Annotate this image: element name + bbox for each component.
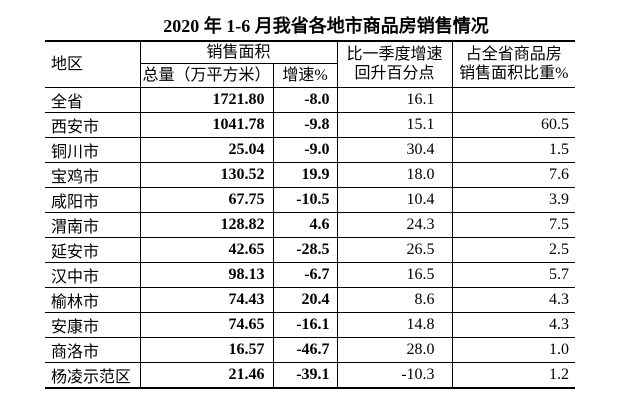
growth-rate-cell: -6.7: [272, 261, 338, 288]
vs-q1-cell: 16.1: [336, 86, 453, 113]
header-vs-q1: 比一季度增速 回升百分点: [336, 40, 453, 88]
table-row: 全省 1721.80 -8.0 16.1: [45, 86, 576, 113]
total-area-cell: 21.46: [139, 361, 274, 388]
province-share-cell: 1.2: [451, 361, 576, 388]
region-cell: 铜川市: [45, 136, 141, 163]
vs-q1-cell: 16.5: [336, 261, 453, 288]
vs-q1-cell: 8.6: [336, 286, 453, 313]
total-area-cell: 1041.78: [139, 111, 274, 138]
table-row: 榆林市 74.43 20.4 8.6 4.3: [45, 286, 576, 313]
table-row: 汉中市 98.13 -6.7 16.5 5.7: [45, 261, 576, 288]
total-area-cell: 98.13: [139, 261, 274, 288]
region-cell: 宝鸡市: [45, 161, 141, 188]
table-row: 西安市 1041.78 -9.8 15.1 60.5: [45, 111, 576, 138]
total-area-cell: 74.43: [139, 286, 274, 313]
total-area-cell: 130.52: [139, 161, 274, 188]
vs-q1-cell: 26.5: [336, 236, 453, 263]
vs-q1-cell: 28.0: [336, 336, 453, 363]
total-area-cell: 42.65: [139, 236, 274, 263]
growth-rate-cell: -9.0: [272, 136, 338, 163]
table-body: 全省 1721.80 -8.0 16.1 西安市 1041.78 -9.8 15.1 60.5 铜…: [45, 86, 576, 388]
header-vs-q1-line2: 回升百分点: [354, 65, 435, 83]
header-sales-area-group: 销售面积: [139, 40, 338, 64]
header-province-share-line1: 占全省商品房: [465, 46, 562, 64]
header-total-area: 总量（万平方米）: [140, 62, 274, 88]
province-share-cell: 4.3: [451, 311, 576, 338]
total-area-cell: 16.57: [139, 336, 274, 363]
region-cell: 榆林市: [45, 286, 141, 313]
vs-q1-cell: -10.3: [336, 361, 453, 388]
growth-rate-cell: -16.1: [272, 311, 338, 338]
table-row: 铜川市 25.04 -9.0 30.4 1.5: [45, 136, 576, 163]
vs-q1-cell: 15.1: [336, 111, 453, 138]
growth-rate-cell: -8.0: [272, 86, 338, 113]
region-cell: 渭南市: [45, 211, 141, 238]
table-row: 商洛市 16.57 -46.7 28.0 1.0: [45, 336, 576, 363]
table-row: 宝鸡市 130.52 19.9 18.0 7.6: [45, 161, 576, 188]
vs-q1-cell: 24.3: [336, 211, 453, 238]
header-province-share: 占全省商品房 销售面积比重%: [451, 40, 576, 88]
region-cell: 西安市: [45, 111, 141, 138]
header-province-share-line2: 销售面积比重%: [459, 65, 569, 83]
vs-q1-cell: 30.4: [336, 136, 453, 163]
table-row: 渭南市 128.82 4.6 24.3 7.5: [45, 211, 576, 238]
province-share-cell: 3.9: [451, 186, 576, 213]
total-area-cell: 1721.80: [139, 86, 274, 113]
header-growth-rate: 增速%: [272, 62, 338, 88]
province-share-cell: 5.7: [451, 261, 576, 288]
vs-q1-cell: 18.0: [336, 161, 453, 188]
header-vs-q1-line1: 比一季度增速: [346, 46, 443, 64]
growth-rate-cell: -46.7: [272, 336, 338, 363]
region-cell: 全省: [45, 86, 141, 113]
table-header: 地区 销售面积 比一季度增速 回升百分点 占全省商品房 销售面积比重% 总量（万…: [45, 40, 576, 88]
growth-rate-cell: 20.4: [272, 286, 338, 313]
region-cell: 咸阳市: [45, 186, 141, 213]
growth-rate-cell: 4.6: [272, 211, 338, 238]
province-share-cell: 1.0: [451, 336, 576, 363]
vs-q1-cell: 14.8: [336, 311, 453, 338]
province-share-cell: 7.5: [451, 211, 576, 238]
province-share-cell: 1.5: [451, 136, 576, 163]
vs-q1-cell: 10.4: [336, 186, 453, 213]
table-row: 安康市 74.65 -16.1 14.8 4.3: [45, 311, 576, 338]
region-cell: 商洛市: [45, 336, 141, 363]
table-row: 咸阳市 67.75 -10.5 10.4 3.9: [45, 186, 576, 213]
total-area-cell: 128.82: [139, 211, 274, 238]
region-cell: 汉中市: [45, 261, 141, 288]
total-area-cell: 25.04: [139, 136, 274, 163]
region-cell: 杨凌示范区: [45, 361, 141, 388]
housing-sales-table: 地区 销售面积 比一季度增速 回升百分点 占全省商品房 销售面积比重% 总量（万…: [45, 40, 576, 389]
header-region: 地区: [45, 40, 141, 88]
growth-rate-cell: -39.1: [272, 361, 338, 388]
growth-rate-cell: -28.5: [272, 236, 338, 263]
province-share-cell: 2.5: [451, 236, 576, 263]
table-row: 杨凌示范区 21.46 -39.1 -10.3 1.2: [45, 361, 576, 388]
province-share-cell: 4.3: [451, 286, 576, 313]
growth-rate-cell: -10.5: [272, 186, 338, 213]
province-share-cell: [451, 86, 576, 113]
total-area-cell: 67.75: [139, 186, 274, 213]
growth-rate-cell: -9.8: [272, 111, 338, 138]
growth-rate-cell: 19.9: [272, 161, 338, 188]
province-share-cell: 7.6: [451, 161, 576, 188]
region-cell: 安康市: [45, 311, 141, 338]
table-row: 延安市 42.65 -28.5 26.5 2.5: [45, 236, 576, 263]
region-cell: 延安市: [45, 236, 141, 263]
total-area-cell: 74.65: [139, 311, 274, 338]
table-title: 2020 年 1-6 月我省各地市商品房销售情况: [163, 16, 489, 36]
province-share-cell: 60.5: [451, 111, 576, 138]
